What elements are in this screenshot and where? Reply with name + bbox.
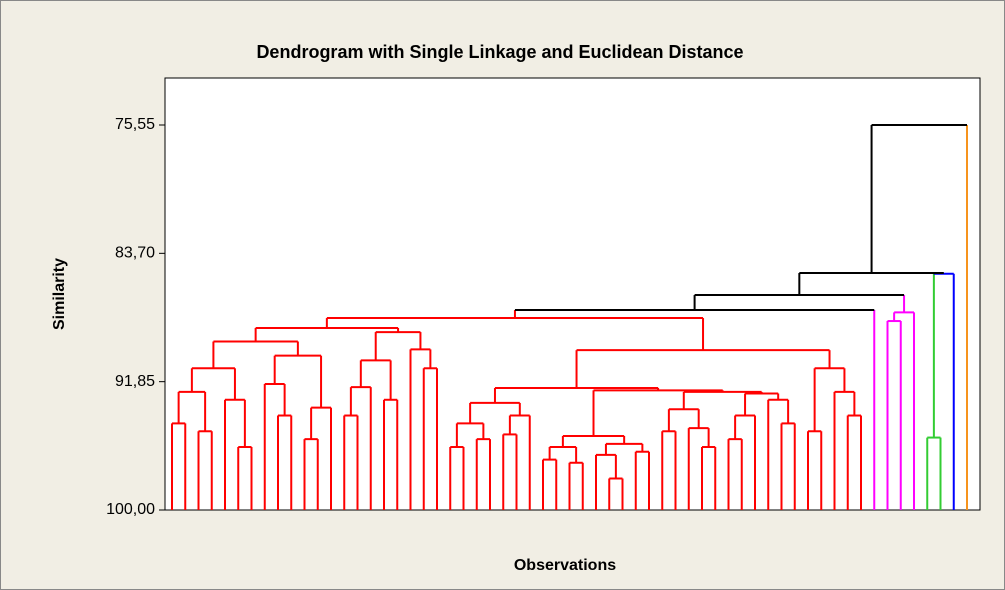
y-tick-label: 75,55: [115, 116, 155, 133]
plot-area: [164, 77, 981, 511]
y-axis-label: Similarity: [51, 258, 68, 330]
chart-title: Dendrogram with Single Linkage and Eucli…: [256, 42, 743, 62]
y-tick-label: 83,70: [115, 245, 155, 262]
y-tick-label: 100,00: [106, 501, 155, 518]
x-axis-label: Observations: [514, 557, 616, 574]
y-tick-label: 91,85: [115, 373, 155, 390]
